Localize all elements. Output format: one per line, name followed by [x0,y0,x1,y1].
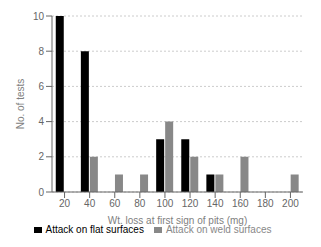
svg-text:0: 0 [38,187,44,198]
html-text:Attack on weld surfaces: Attack on weld surfaces [165,224,272,235]
svg-text:200: 200 [282,198,299,209]
svg-text:10: 10 [33,11,45,22]
svg-text:20: 20 [59,198,71,209]
svg-text:No. of tests: No. of tests [15,79,26,130]
svg-text:60: 60 [109,198,121,209]
svg-text:120: 120 [182,198,199,209]
svg-text:4: 4 [38,116,44,127]
svg-text:100: 100 [157,198,174,209]
svg-text:8: 8 [38,46,44,57]
svg-text:160: 160 [232,198,249,209]
svg-text:180: 180 [257,198,274,209]
svg-text:6: 6 [38,81,44,92]
svg-text:140: 140 [207,198,224,209]
svg-text:80: 80 [134,198,146,209]
svg-text:2: 2 [38,151,44,162]
svg-text:Wt. loss at first sign of pits: Wt. loss at first sign of pits (mg) [108,215,247,226]
svg-text:40: 40 [84,198,96,209]
html-text:Attack on flat surfaces: Attack on flat surfaces [45,224,144,235]
